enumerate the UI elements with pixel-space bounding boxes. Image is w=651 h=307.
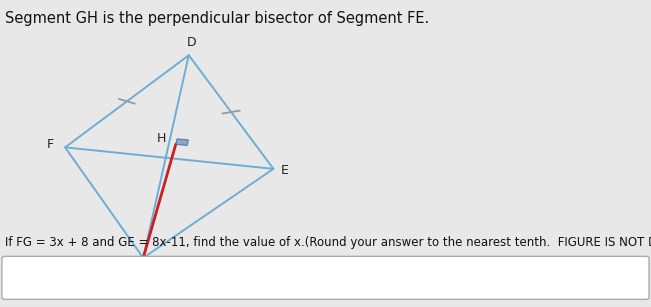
Text: E: E [281,164,289,177]
Text: Type your answer...: Type your answer... [14,270,136,283]
Text: H: H [157,132,166,145]
FancyBboxPatch shape [2,256,649,299]
Text: D: D [187,36,197,49]
Text: If FG = 3x + 8 and GE = 8x-11, find the value of x.(Round your answer to the nea: If FG = 3x + 8 and GE = 8x-11, find the … [5,236,651,249]
Text: Segment GH is the perpendicular bisector of Segment FE.: Segment GH is the perpendicular bisector… [5,11,430,26]
Text: F: F [46,138,53,151]
Text: G: G [135,265,145,278]
Polygon shape [176,139,188,146]
